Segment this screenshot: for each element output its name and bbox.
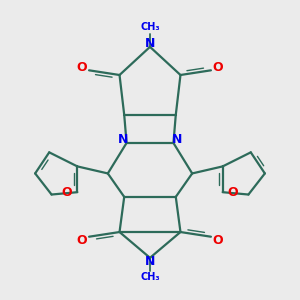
Text: O: O — [213, 61, 223, 74]
Text: CH₃: CH₃ — [140, 22, 160, 32]
Text: O: O — [213, 233, 223, 247]
Text: O: O — [77, 233, 87, 247]
Text: N: N — [118, 133, 128, 146]
Text: O: O — [62, 186, 72, 199]
Text: O: O — [77, 61, 87, 74]
Text: O: O — [228, 186, 238, 199]
Text: N: N — [145, 37, 155, 50]
Text: CH₃: CH₃ — [140, 272, 160, 283]
Text: N: N — [172, 133, 182, 146]
Text: N: N — [145, 255, 155, 268]
